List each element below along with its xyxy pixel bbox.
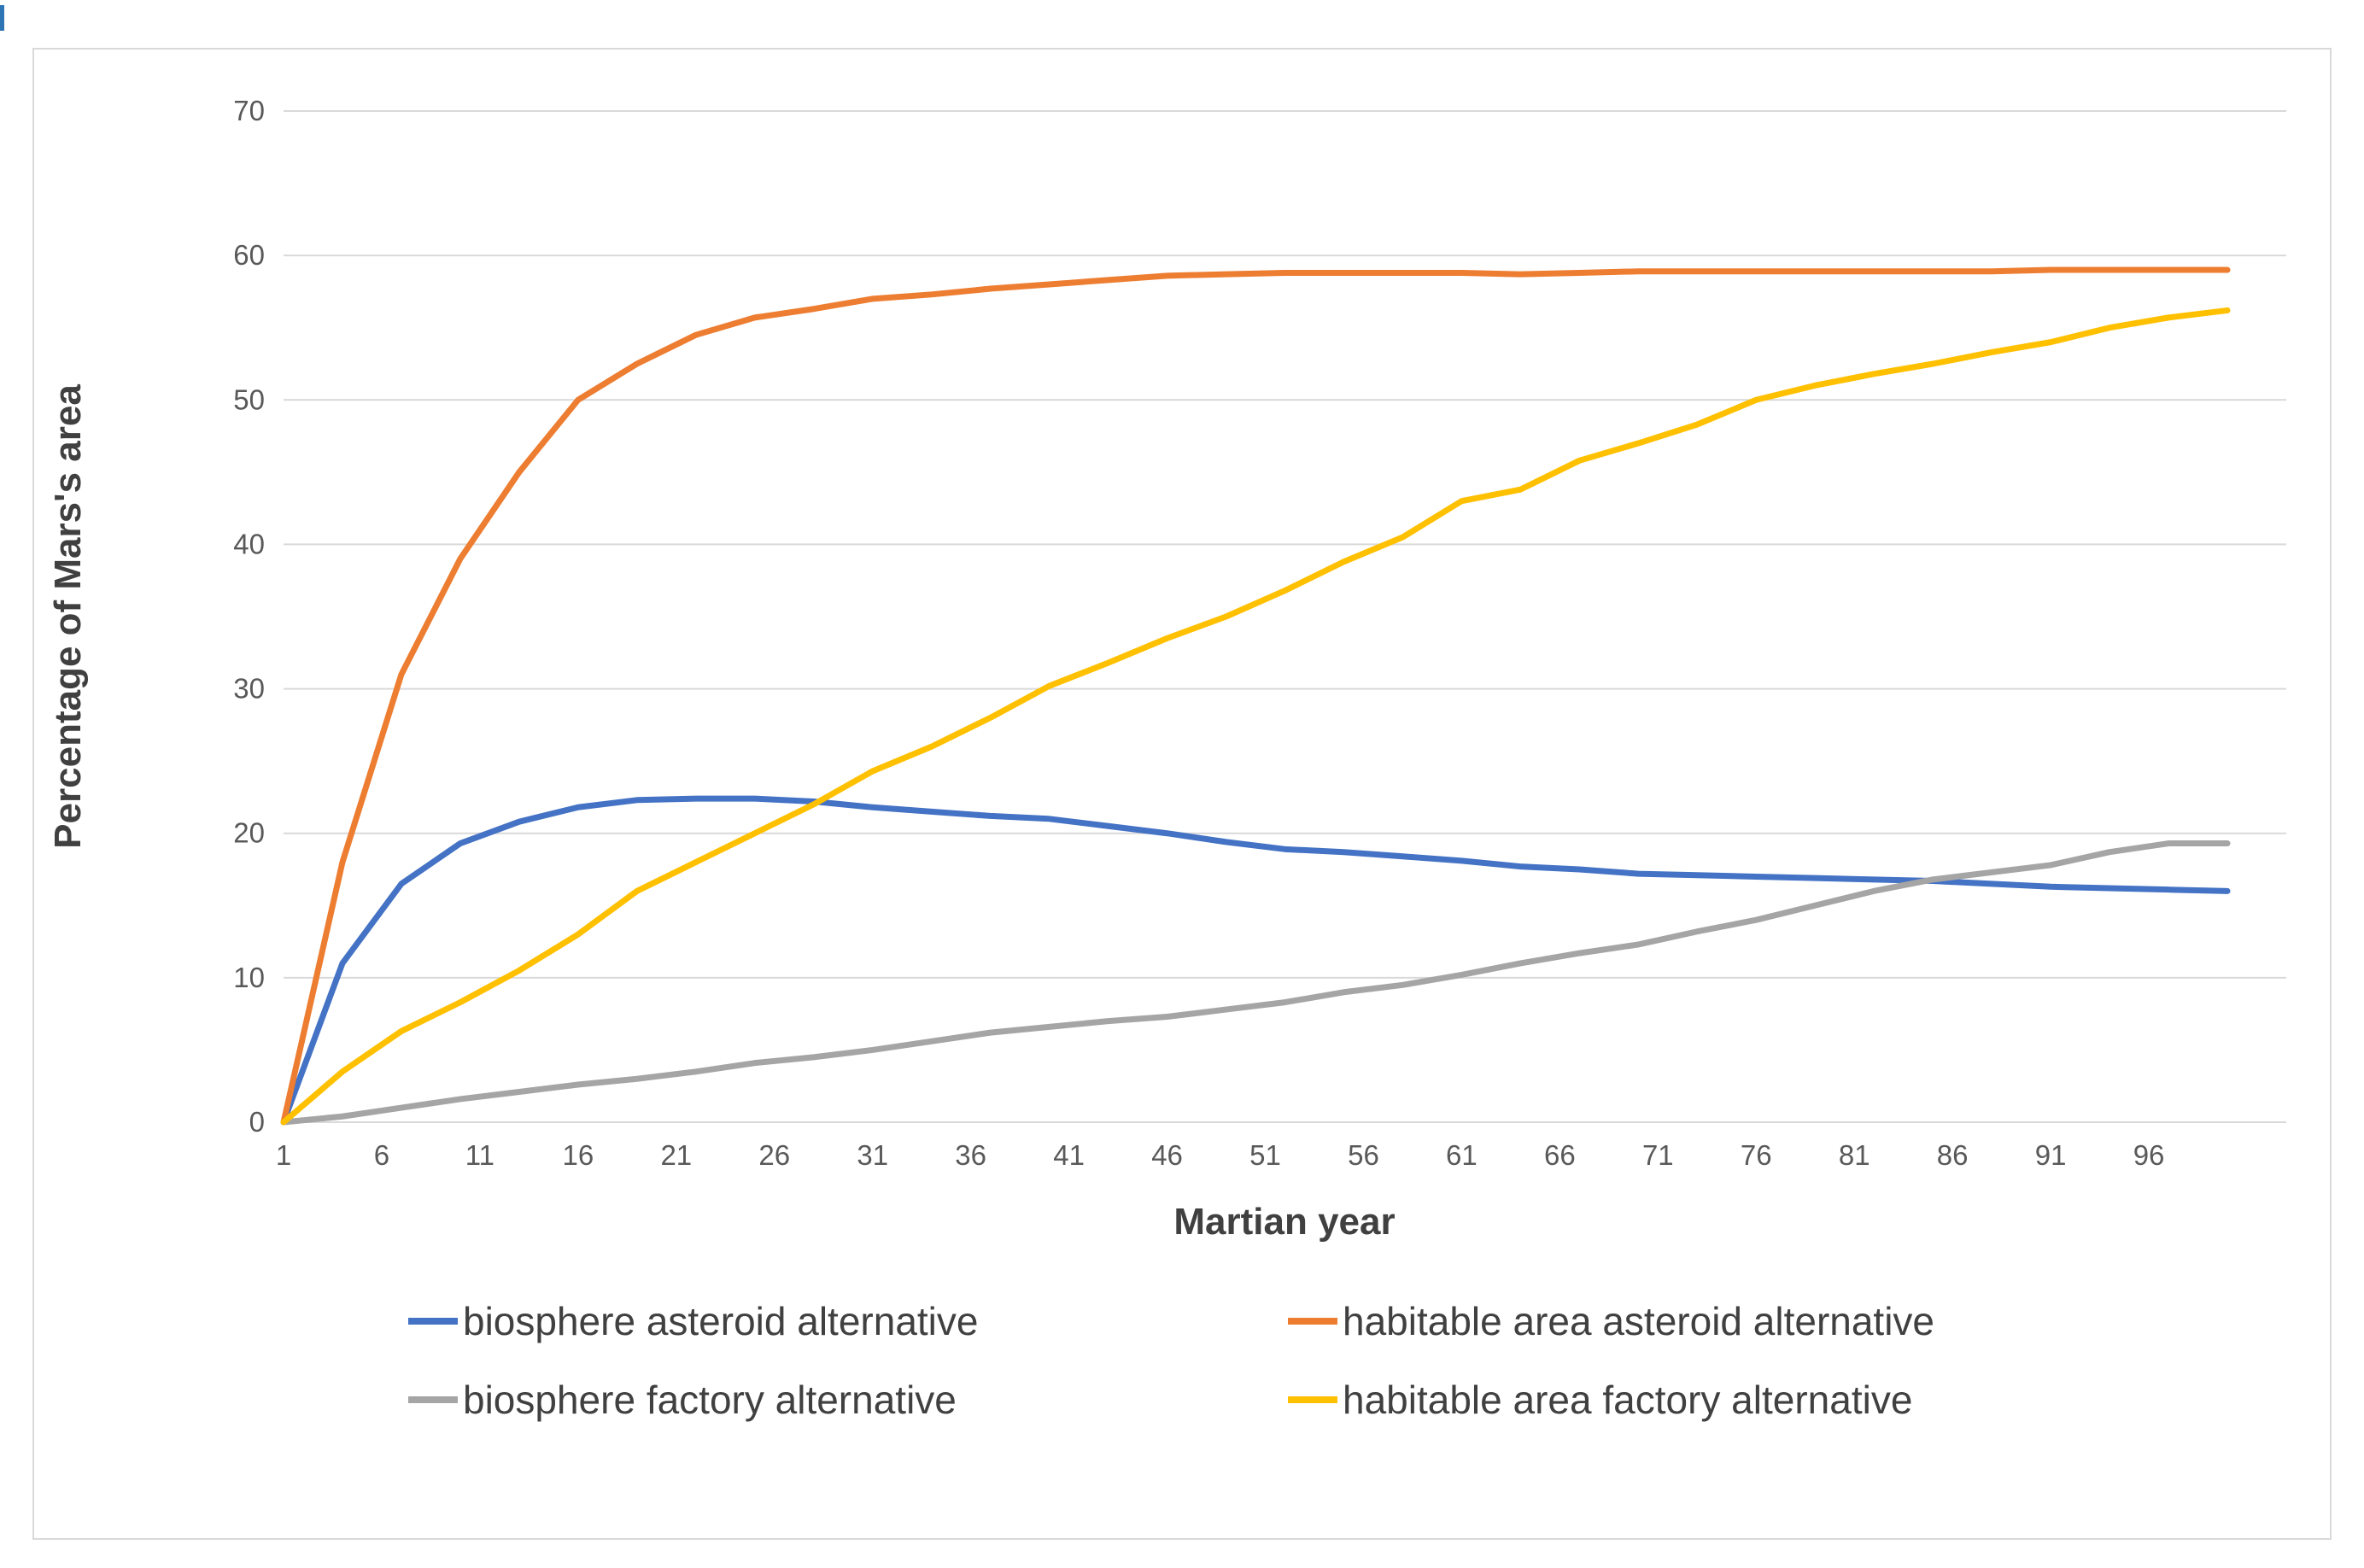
legend-label: biosphere asteroid alternative xyxy=(463,1299,979,1343)
legend-label: habitable area factory alternative xyxy=(1343,1378,1913,1422)
x-tick-label: 91 xyxy=(2035,1139,2067,1171)
x-tick-label: 26 xyxy=(758,1139,790,1171)
legend-marker xyxy=(408,1396,458,1403)
x-tick-label: 1 xyxy=(276,1139,291,1171)
x-tick-label: 11 xyxy=(465,1139,494,1171)
x-tick-label: 76 xyxy=(1741,1139,1772,1171)
x-tick-label: 61 xyxy=(1446,1139,1478,1171)
series-line xyxy=(280,266,2231,1126)
legend-label: biosphere factory alternative xyxy=(463,1378,957,1422)
chart-legend: biosphere asteroid alternative habitable … xyxy=(34,1298,2330,1423)
x-tick-label: 41 xyxy=(1053,1139,1085,1171)
legend-marker xyxy=(1288,1318,1337,1325)
x-tick-label: 16 xyxy=(562,1139,594,1171)
series-line xyxy=(280,795,2231,1126)
y-tick-label: 30 xyxy=(233,673,265,705)
x-tick-label: 31 xyxy=(857,1139,888,1171)
x-tick-label: 81 xyxy=(1839,1139,1870,1171)
x-tick-label: 51 xyxy=(1249,1139,1281,1171)
legend-item: habitable area factory alternative xyxy=(1182,1377,2062,1423)
y-tick-label: 70 xyxy=(233,95,265,126)
y-tick-label: 60 xyxy=(233,239,265,271)
legend-item: biosphere asteroid alternative xyxy=(302,1298,1182,1344)
y-tick-label: 40 xyxy=(233,528,265,559)
y-tick-label: 10 xyxy=(233,962,265,993)
screen-edge-artifact xyxy=(0,5,4,31)
series-line xyxy=(280,840,2231,1126)
legend-marker xyxy=(1288,1396,1337,1403)
x-tick-label: 36 xyxy=(955,1139,986,1171)
y-tick-label: 0 xyxy=(249,1106,265,1138)
legend-marker xyxy=(408,1318,458,1325)
y-axis-title: Percentage of Mars's area xyxy=(47,384,89,849)
y-tick-label: 50 xyxy=(233,383,265,415)
x-tick-label: 6 xyxy=(374,1139,389,1171)
chart-frame: 0 10 20 30 40 50 60 70 1 6 11 16 21 26 31 36 41 46 51 56 61 6… xyxy=(32,48,2332,1540)
x-tick-label: 96 xyxy=(2133,1139,2165,1171)
legend-label: habitable area asteroid alternative xyxy=(1343,1299,1935,1343)
legend-item: habitable area asteroid alternative xyxy=(1182,1298,2062,1344)
x-tick-label: 46 xyxy=(1151,1139,1183,1171)
x-tick-label: 86 xyxy=(1937,1139,1969,1171)
series-line xyxy=(280,307,2231,1126)
legend-item: biosphere factory alternative xyxy=(302,1377,1182,1423)
x-tick-label: 56 xyxy=(1348,1139,1379,1171)
y-tick-label: 20 xyxy=(233,817,265,849)
x-tick-label: 66 xyxy=(1544,1139,1576,1171)
x-axis-title: Martian year xyxy=(1173,1201,1396,1243)
x-tick-label: 21 xyxy=(660,1139,692,1171)
x-tick-label: 71 xyxy=(1642,1139,1674,1171)
